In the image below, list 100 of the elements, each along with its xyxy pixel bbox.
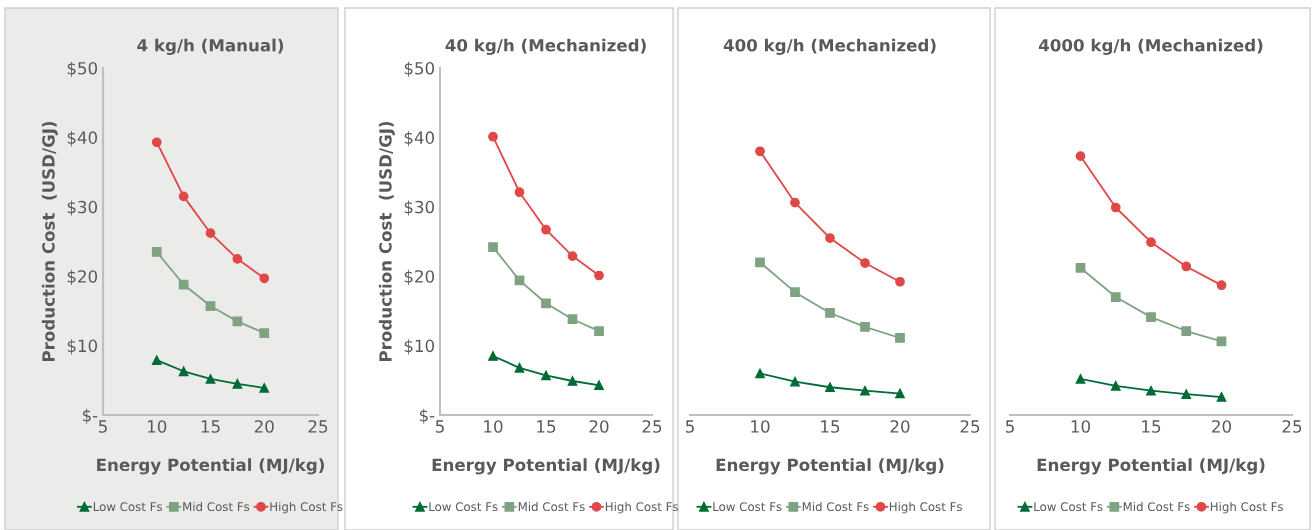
point — [895, 388, 905, 399]
point — [514, 362, 525, 373]
x-tick-label: 10 — [147, 420, 167, 433]
point — [790, 287, 800, 298]
point — [567, 251, 578, 261]
x-tick-label: 25 — [1282, 420, 1302, 433]
point — [541, 224, 551, 235]
point — [825, 308, 835, 318]
y-tick-label: $20 — [404, 269, 435, 285]
legend-label: High Cost Fs — [270, 501, 343, 514]
point — [1146, 312, 1156, 323]
legend-label: Mid Cost Fs — [1123, 501, 1190, 512]
point — [1075, 374, 1086, 384]
x-axis-title: Energy Potential (MJ/kg) — [716, 458, 944, 475]
x-tick-label: 5 — [1005, 420, 1014, 433]
x-tick-label: 25 — [308, 420, 328, 433]
point — [1181, 261, 1192, 272]
point — [567, 376, 578, 386]
point — [151, 247, 162, 257]
legend-label: Mid Cost Fs — [183, 501, 250, 512]
legend-label: High Cost Fs — [889, 501, 962, 514]
y-tick-label: $20 — [67, 269, 98, 285]
point — [1216, 280, 1227, 291]
legend-label: Low Cost Fs — [93, 502, 163, 512]
point — [541, 298, 551, 309]
point — [1216, 392, 1227, 402]
legend-label: Mid Cost Fs — [802, 501, 869, 512]
x-tick-label: 5 — [435, 420, 444, 433]
x-tick-label: 20 — [589, 420, 609, 433]
point — [232, 253, 243, 264]
point — [488, 131, 498, 142]
y-tick-label: $50 — [404, 61, 435, 77]
point — [205, 301, 216, 311]
y-tick-label: $40 — [404, 131, 435, 147]
y-axis-title: Production Cost (USD/GJ) — [41, 121, 58, 362]
x-axis-title: Energy Potential (MJ/kg) — [432, 458, 660, 475]
point — [488, 351, 498, 361]
point — [895, 276, 905, 287]
point — [151, 355, 162, 366]
point — [232, 378, 243, 389]
point — [594, 380, 604, 391]
point — [825, 233, 835, 243]
point — [860, 258, 870, 268]
point — [594, 270, 604, 281]
point — [1075, 263, 1086, 273]
point — [567, 314, 578, 325]
point — [860, 385, 870, 396]
y-axis-title: Production Cost (USD/GJ) — [378, 121, 395, 362]
point — [1075, 151, 1086, 161]
legend-label: Mid Cost Fs — [518, 501, 585, 512]
point — [259, 383, 270, 393]
x-tick-label: 15 — [537, 420, 556, 433]
x-tick-label: 15 — [201, 420, 220, 433]
point — [790, 376, 800, 387]
point — [755, 257, 765, 268]
y-tick-label: $10 — [67, 339, 98, 355]
legend-label: Low Cost Fs — [429, 502, 498, 512]
point — [178, 191, 189, 202]
point — [1181, 326, 1192, 336]
y-tick-label: $10 — [404, 339, 435, 355]
x-tick-label: 5 — [98, 420, 107, 433]
point — [151, 137, 162, 148]
chart-title: 4000 kg/h (Mechanized) — [1038, 38, 1263, 55]
x-tick-label: 10 — [1071, 420, 1090, 433]
chart-title: 4 kg/h (Manual) — [137, 38, 284, 55]
x-tick-label: 20 — [890, 420, 910, 433]
chart-title: 40 kg/h (Mechanized) — [445, 38, 646, 55]
point — [1110, 202, 1121, 213]
y-tick-label: $30 — [67, 200, 98, 216]
point — [514, 187, 525, 198]
point — [790, 197, 800, 208]
chart-title: 400 kg/h (Mechanized) — [723, 38, 936, 55]
point — [594, 326, 604, 336]
x-tick-label: 25 — [960, 420, 980, 433]
point — [1146, 385, 1156, 396]
point — [259, 273, 270, 284]
point — [488, 242, 498, 252]
y-tick-label: $30 — [404, 200, 435, 216]
point — [755, 146, 765, 157]
y-tick-label: $- — [419, 408, 435, 424]
y-tick-label: $40 — [67, 131, 98, 147]
x-tick-label: 15 — [821, 420, 840, 433]
x-tick-label: 15 — [1142, 420, 1161, 433]
point — [259, 328, 270, 338]
point — [1181, 389, 1192, 400]
point — [205, 228, 216, 239]
legend-label: Low Cost Fs — [1034, 502, 1103, 512]
point — [1110, 380, 1121, 391]
point — [895, 333, 905, 343]
point — [178, 366, 189, 377]
legend-label: High Cost Fs — [605, 501, 678, 514]
point — [825, 382, 835, 393]
point — [1146, 237, 1156, 248]
point — [1110, 292, 1121, 302]
point — [232, 316, 243, 327]
point — [860, 322, 870, 332]
x-tick-label: 20 — [1212, 420, 1231, 433]
x-tick-label: 5 — [685, 420, 694, 433]
x-tick-label: 20 — [254, 420, 274, 433]
point — [755, 368, 765, 379]
